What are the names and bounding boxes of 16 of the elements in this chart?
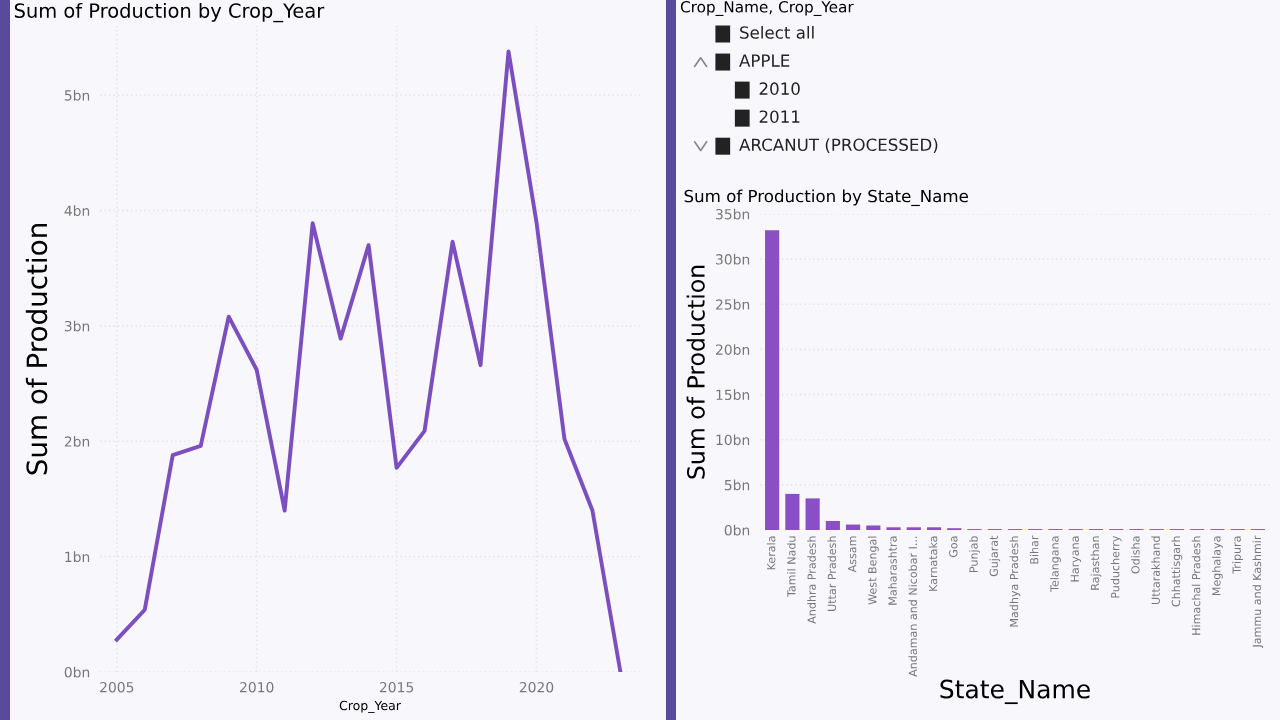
text: 2010 — [759, 82, 800, 95]
bar — [785, 493, 800, 530]
bar — [846, 524, 861, 530]
y-axis-title: Sum of Production — [25, 224, 48, 475]
line-series — [114, 49, 623, 672]
bar — [765, 230, 780, 530]
chart-title: Sum of Production by State_Name — [684, 189, 968, 207]
text: 2011 — [759, 110, 800, 123]
chart-title: Sum of Production by Crop_Year — [14, 2, 325, 23]
y-axis-title: Sum of Production — [686, 265, 705, 479]
bar — [825, 520, 840, 530]
text: ARCANUT (PROCESSED) — [739, 138, 938, 153]
x-axis-title: State_Name — [940, 679, 1090, 705]
bar — [805, 498, 820, 530]
text: APPLE — [739, 54, 790, 67]
text: Select all — [740, 25, 814, 39]
